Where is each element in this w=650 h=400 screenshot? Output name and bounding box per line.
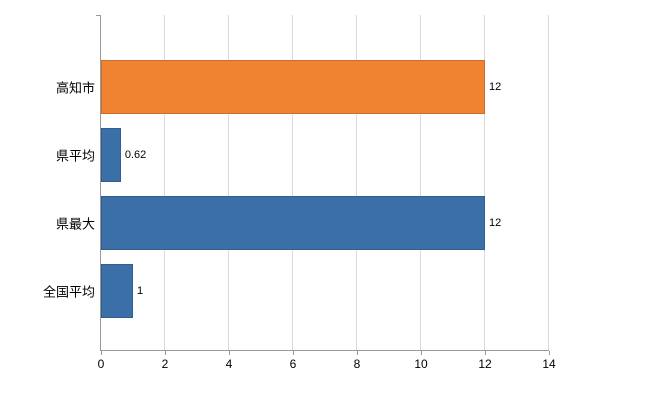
bar-value-label: 0.62 [124, 149, 147, 161]
x-tick-label: 6 [289, 357, 297, 371]
gridline-x-8 [355, 15, 357, 350]
category-label: 県平均 [55, 148, 95, 164]
x-tick-mark [421, 351, 422, 355]
bar [101, 128, 121, 182]
bar-row: 全国平均 1 [43, 257, 549, 325]
bar [101, 60, 485, 114]
x-tick-mark [165, 351, 166, 355]
gridline-x-12 [484, 15, 485, 350]
gridline-x-10 [420, 15, 421, 350]
gridline-x-2 [163, 15, 165, 350]
gridline-x-4 [227, 15, 229, 350]
x-tick-label: 4 [225, 357, 233, 371]
bars-area: 高知市 12 県平均 0.62 県最大 12 全国平均 1 [43, 15, 549, 350]
bar-row: 県最大 12 [56, 189, 549, 257]
x-tick-label: 0 [97, 357, 105, 371]
plot-area: 高知市 12 県平均 0.62 県最大 12 全国平均 1 0 2 4 6 8 10 12 14 [43, 15, 556, 371]
x-tick-label: 14 [542, 357, 556, 371]
x-tick-label: 2 [161, 357, 169, 371]
x-tick-mark [549, 351, 550, 355]
x-tick-mark [485, 351, 486, 355]
bar-row: 高知市 12 [56, 53, 549, 121]
bar-value-label: 1 [137, 285, 144, 297]
gridline-x-14 [548, 15, 549, 350]
x-tick-mark [357, 351, 358, 355]
category-label: 高知市 [55, 80, 95, 96]
x-tick-mark [101, 351, 102, 355]
bar [101, 196, 485, 250]
x-tick-mark [229, 351, 230, 355]
bar-row: 県平均 0.62 [56, 121, 549, 189]
category-label: 県最大 [55, 216, 95, 232]
x-tick-label: 12 [478, 357, 492, 371]
x-tick-label: 10 [414, 357, 428, 371]
x-tick-mark [293, 351, 294, 355]
bar-value-label: 12 [489, 217, 502, 229]
y-axis-top-tick [96, 15, 100, 16]
bar [101, 264, 133, 318]
x-tick-label: 8 [353, 357, 361, 371]
gridline-x-6 [292, 15, 293, 350]
category-label: 全国平均 [42, 284, 95, 300]
bar-value-label: 12 [489, 81, 502, 93]
